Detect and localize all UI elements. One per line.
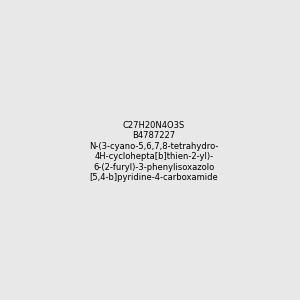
Text: C27H20N4O3S
B4787227
N-(3-cyano-5,6,7,8-tetrahydro-
4H-cyclohepta[b]thien-2-yl)-: C27H20N4O3S B4787227 N-(3-cyano-5,6,7,8-… — [89, 121, 218, 182]
